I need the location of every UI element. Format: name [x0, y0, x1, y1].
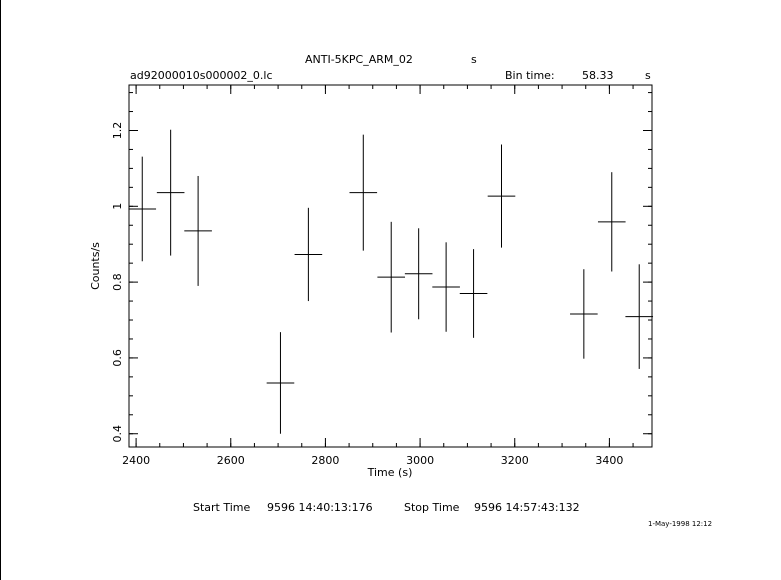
data-point: [570, 269, 598, 359]
start-time-value: 9596 14:40:13:176: [267, 501, 373, 514]
y-tick-label: 1.2: [111, 122, 124, 140]
x-tick-label: 2600: [217, 454, 245, 467]
data-point: [597, 172, 626, 272]
bin-time-value: 58.33: [582, 69, 614, 82]
data-point: [377, 221, 406, 333]
data-point: [156, 129, 185, 256]
y-axis-label: Counts/s: [89, 242, 102, 290]
plot-frame: [128, 84, 653, 448]
data-point: [266, 332, 295, 434]
data-point: [459, 249, 488, 338]
data-point: [487, 144, 516, 248]
y-tick-label: 1: [111, 203, 124, 210]
bin-time-label: Bin time:: [505, 69, 555, 82]
start-time-label: Start Time: [193, 501, 251, 514]
object-unit: s: [471, 53, 477, 66]
data-point: [184, 175, 212, 286]
x-axis-label: Time (s): [367, 466, 413, 479]
x-tick-label: 3400: [595, 454, 623, 467]
data-point: [432, 242, 460, 332]
bin-time-unit: s: [645, 69, 651, 82]
data-point: [294, 207, 323, 302]
y-tick-label: 0.8: [111, 273, 124, 291]
file-name: ad92000010s000002_0.lc: [130, 69, 273, 82]
x-tick-label: 3000: [406, 454, 434, 467]
data-point: [349, 134, 378, 251]
data-point: [128, 156, 157, 262]
data-point: [404, 228, 433, 320]
x-tick-label: 2400: [122, 454, 150, 467]
stop-time-label: Stop Time: [404, 501, 460, 514]
plot-timestamp: 1-May-1998 12:12: [648, 520, 713, 528]
stop-time-value: 9596 14:57:43:132: [474, 501, 580, 514]
object-name: ANTI-5KPC_ARM_02: [305, 53, 413, 66]
y-tick-label: 0.6: [111, 349, 124, 367]
data-point: [625, 264, 654, 369]
left-border: [0, 0, 1, 580]
x-tick-label: 2800: [311, 454, 339, 467]
y-tick-label: 0.4: [111, 425, 124, 443]
x-tick-label: 3200: [501, 454, 529, 467]
